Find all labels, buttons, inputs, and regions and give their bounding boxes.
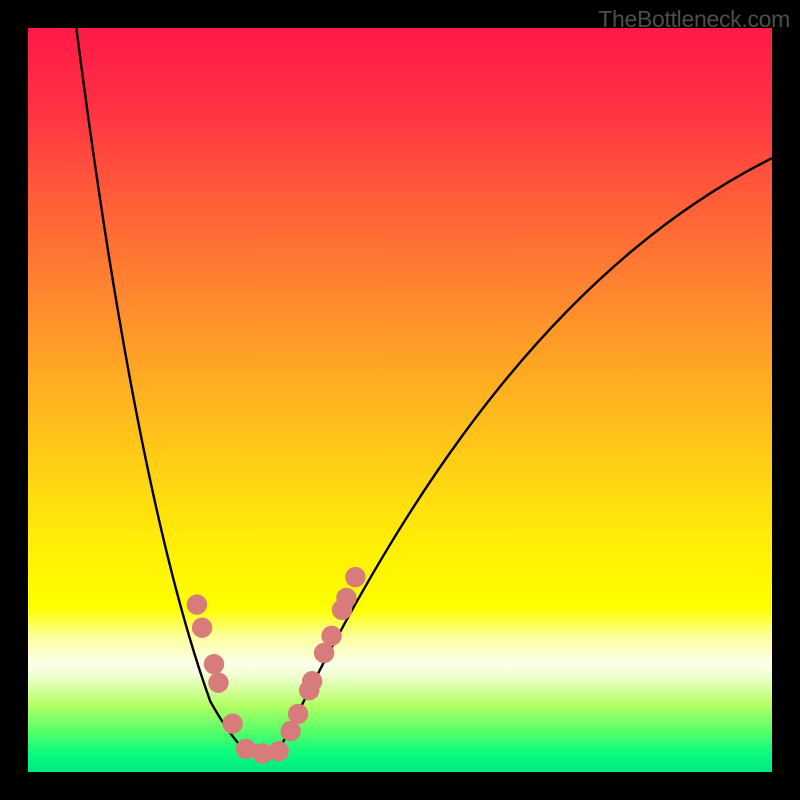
data-point: [208, 673, 228, 693]
data-point: [204, 654, 224, 674]
data-point: [345, 567, 365, 587]
data-point: [269, 741, 289, 761]
watermark-text: TheBottleneck.com: [598, 6, 790, 33]
plot-area: [28, 28, 772, 772]
data-point: [288, 704, 308, 724]
data-point: [302, 671, 322, 691]
data-point: [336, 588, 356, 608]
data-point: [321, 626, 341, 646]
data-point: [187, 594, 207, 614]
chart-root: TheBottleneck.com: [0, 0, 800, 800]
gradient-background: [28, 28, 772, 772]
data-point: [222, 713, 242, 733]
data-point: [192, 617, 212, 637]
